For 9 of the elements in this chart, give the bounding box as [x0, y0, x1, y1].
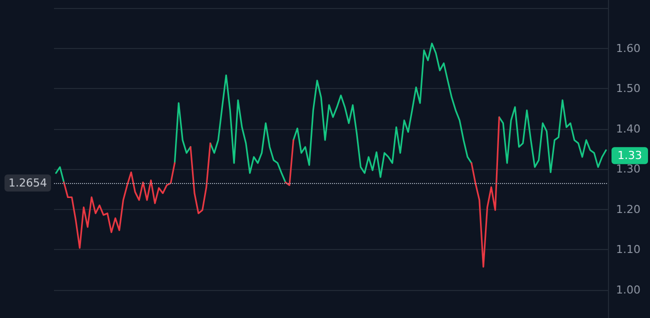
- text: 1.33: [618, 149, 642, 162]
- ref-line-label: 1.2654: [8, 176, 47, 190]
- y-tick-label: 1.50: [616, 82, 640, 96]
- y-tick-label: 1.30: [616, 162, 640, 176]
- y-tick-label: 1.60: [616, 42, 640, 55]
- y-tick-label: 1.00: [616, 283, 640, 296]
- y-tick-label: 1.40: [616, 122, 640, 136]
- y-tick-label: 1.10: [616, 243, 640, 256]
- y-tick-label: 1.20: [616, 202, 640, 216]
